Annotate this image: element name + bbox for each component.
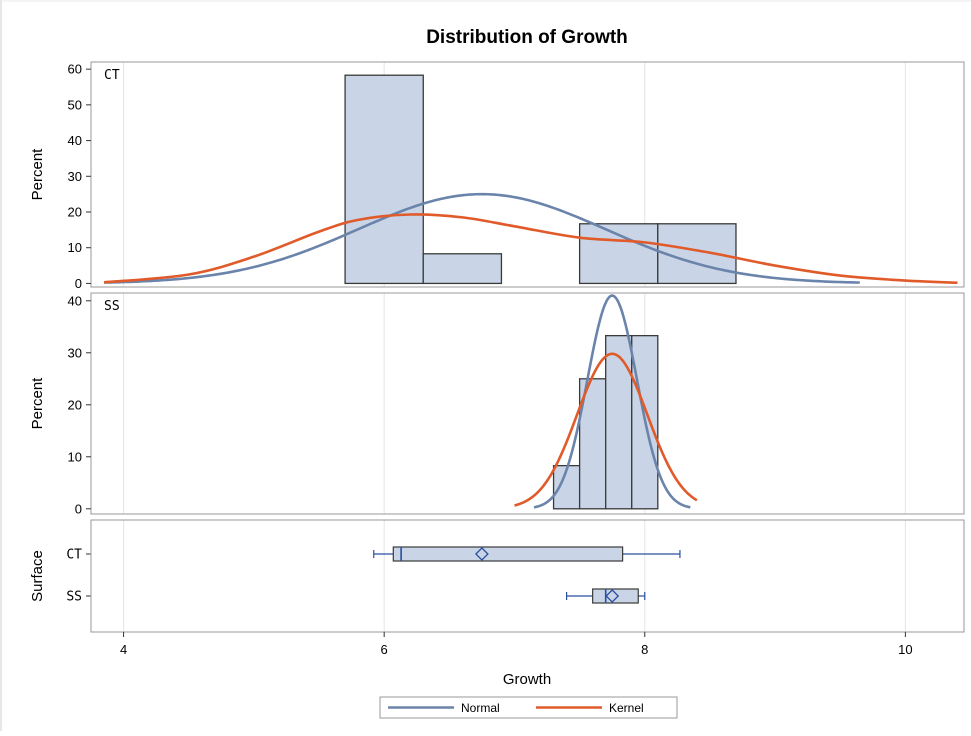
ct-y-tick-label: 10 [68,240,82,255]
ct-panel-label: CT [104,68,120,83]
ss-y-tick-label: 0 [75,501,82,516]
legend: Normal Kernel [379,696,678,719]
ct-y-tick-label: 0 [75,276,82,291]
chart-title: Distribution of Growth [426,27,628,48]
x-tick-label: 8 [641,642,648,657]
legend-kernel-label: Kernel [609,701,644,715]
ct-iqr-box [392,546,624,562]
ss-iqr-box [592,588,639,604]
ct-box-plot [373,546,681,562]
ct-normal-curve [104,192,860,284]
ct-mean-marker [474,547,489,561]
ct-histogram-bar [578,223,659,285]
ss-histogram-bar [605,334,633,510]
ct-category-label: CT [66,548,82,563]
box-panel-background [91,520,964,632]
ss-y-tick-label: 40 [68,293,82,308]
x-axis-label: Growth [503,671,551,688]
ss-y-tick-label: 20 [68,397,82,412]
ct-y-tick-label: 60 [68,62,82,77]
ct-y-tick-label: 30 [68,169,82,184]
ct-kernel-curve [103,213,958,285]
ct-y-axis-label: Percent [29,148,46,201]
ss-panel-label: SS [104,299,120,314]
legend-normal-label: Normal [461,701,500,715]
ss-normal-curve [533,294,691,509]
ct-histogram-bar [422,253,503,285]
ss-kernel-curve [514,352,698,507]
ss-box-plot [565,588,646,604]
ct-y-tick-label: 20 [68,205,82,220]
box-panel-frame [90,519,965,633]
ct-y-tick-label: 40 [68,133,82,148]
ss-panel-background [91,293,964,514]
ss-y-axis-label: Percent [29,377,46,430]
ss-y-tick-label: 10 [68,449,82,464]
ct-panel-frame [90,61,965,288]
ss-y-tick-label: 30 [68,345,82,360]
ss-panel-frame [90,292,965,515]
ss-category-label: SS [66,590,82,605]
ss-mean-marker [605,589,620,603]
box-y-axis-label: Surface [29,550,46,602]
legend-frame [379,696,678,719]
ct-panel-background [91,62,964,287]
x-tick-label: 6 [381,642,388,657]
ct-histogram-bar [657,223,737,285]
x-tick-label: 4 [120,642,127,657]
ct-histogram-bar [344,74,424,285]
x-tick-label: 10 [898,642,912,657]
ct-y-tick-label: 50 [68,97,82,112]
